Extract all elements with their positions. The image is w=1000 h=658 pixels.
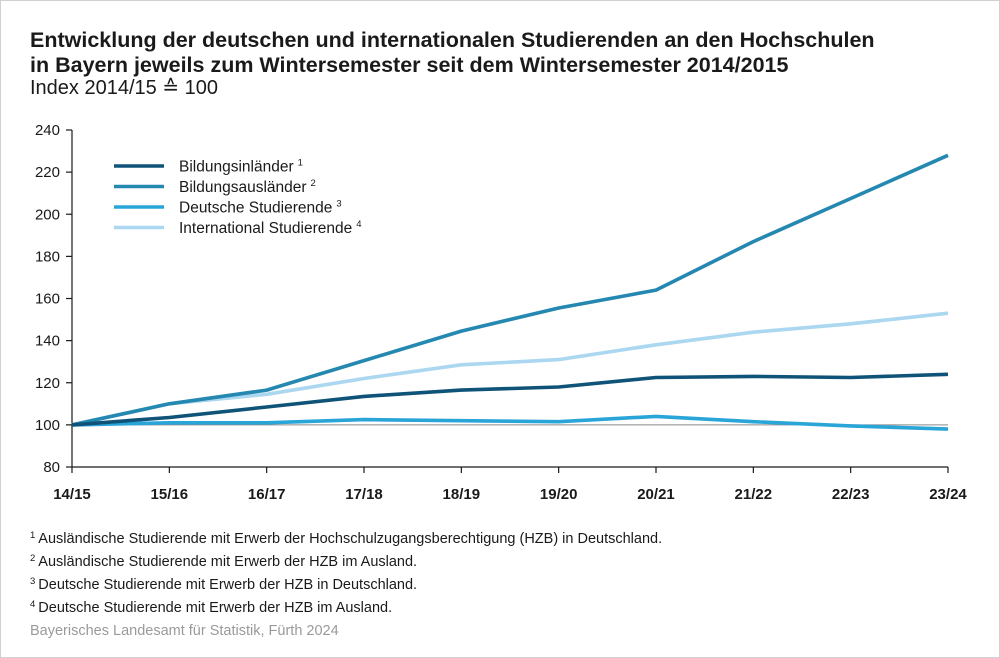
legend-label-1: Bildungsinländer 1 <box>179 158 303 176</box>
title-line-1: Entwicklung der deutschen und internatio… <box>30 28 875 52</box>
legend-footnote-marker: 4 <box>356 219 361 230</box>
footnote-marker: 3 <box>30 576 36 587</box>
y-tick-label: 100 <box>35 417 60 434</box>
legend-series-name: International Studierende <box>179 220 352 237</box>
footnote-2: 2 Ausländische Studierende mit Erwerb der… <box>30 549 662 572</box>
legend-footnote-marker: 3 <box>336 199 341 210</box>
series-lines <box>71 153 949 431</box>
title-line-2: in Bayern jeweils zum Wintersemester sei… <box>30 53 789 77</box>
footnote-text: Ausländische Studierende mit Erwerb der … <box>38 554 418 570</box>
y-tick-label: 80 <box>43 459 60 476</box>
x-tick-label: 18/19 <box>443 486 481 503</box>
x-tick-label: 19/20 <box>540 486 578 503</box>
legend-label-3: Deutsche Studierende 3 <box>179 199 342 217</box>
x-axis: 14/15 15/16 16/17 17/18 18/19 19/20 20/21 21/22… <box>53 466 967 503</box>
x-tick-label: 21/22 <box>735 486 773 503</box>
series-line-3 <box>71 414 949 431</box>
x-tick-label: 15/16 <box>151 486 189 503</box>
x-tick-label: 22/23 <box>832 486 870 503</box>
legend-series-name: Deutsche Studierende <box>179 200 332 217</box>
source-note: Bayerisches Landesamt für Statistik, Für… <box>30 623 339 639</box>
series-line-2 <box>71 153 949 427</box>
y-tick-label: 140 <box>35 333 60 350</box>
legend: Bildungsinländer 1 Bildungsausländer 2 Deuts… <box>114 158 362 237</box>
chart-title: Entwicklung der deutschen und internatio… <box>30 28 875 78</box>
series-line-4 <box>71 311 949 427</box>
footnote-text: Ausländische Studierende mit Erwerb der … <box>38 531 663 547</box>
legend-label-4: International Studierende 4 <box>179 219 362 237</box>
legend-footnote-marker: 1 <box>298 158 303 169</box>
legend-series-name: Bildungsinländer <box>179 159 294 176</box>
footnote-4: 4 Deutsche Studierende mit Erwerb der HZB… <box>30 595 662 618</box>
y-tick-label: 200 <box>35 206 60 223</box>
footnote-text: Deutsche Studierende mit Erwerb der HZB … <box>38 577 418 593</box>
footnote-3: 3 Deutsche Studierende mit Erwerb der HZB… <box>30 572 662 595</box>
x-tick-label: 14/15 <box>53 486 91 503</box>
x-tick-label: 17/18 <box>345 486 383 503</box>
legend-label-2: Bildungsausländer 2 <box>179 178 316 196</box>
y-tick-label: 120 <box>35 375 60 392</box>
y-tick-label: 240 <box>35 122 60 139</box>
x-tick-label: 20/21 <box>637 486 675 503</box>
y-axis: 80 100 120 140 160 180 200 220 240 <box>35 122 948 476</box>
footnote-marker: 2 <box>30 553 36 564</box>
y-tick-label: 160 <box>35 291 60 308</box>
footnote-text: Deutsche Studierende mit Erwerb der HZB … <box>38 600 393 616</box>
legend-footnote-marker: 2 <box>311 178 316 189</box>
legend-series-name: Bildungsausländer <box>179 179 307 196</box>
chart-subtitle: Index 2014/15 ≙ 100 <box>30 77 219 99</box>
footnote-1: 1 Ausländische Studierende mit Erwerb der… <box>30 526 662 549</box>
footnotes: 1 Ausländische Studierende mit Erwerb der… <box>30 526 662 618</box>
footnote-marker: 4 <box>30 599 36 610</box>
series-line-1 <box>71 372 949 427</box>
x-tick-label: 23/24 <box>929 486 967 503</box>
footnote-marker: 1 <box>30 530 36 541</box>
x-tick-label: 16/17 <box>248 486 286 503</box>
y-tick-label: 180 <box>35 248 60 265</box>
y-tick-label: 220 <box>35 164 60 181</box>
